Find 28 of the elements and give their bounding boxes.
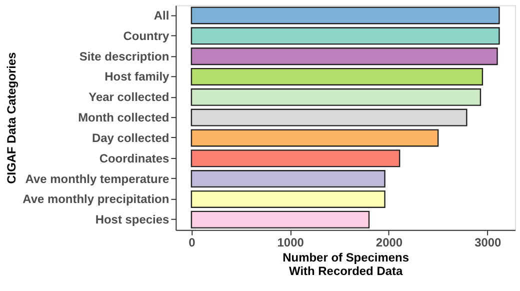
bar (190, 108, 468, 126)
x-axis-title: Number of Specimens With Recorded Data (282, 250, 410, 278)
y-tick-label: Country (123, 28, 170, 43)
bar (190, 129, 439, 147)
bar (190, 48, 498, 66)
bar (190, 150, 400, 168)
y-tick-label: Day collected (92, 130, 170, 145)
y-tick-label: Site description (79, 49, 170, 64)
y-tick-label: Month collected (78, 110, 170, 125)
y-tick-label: Host species (95, 212, 170, 227)
x-tick-label: 0 (188, 235, 196, 250)
y-tick-label: Year collected (88, 90, 170, 104)
x-tick-label: 3000 (474, 235, 502, 250)
bar (190, 170, 386, 188)
y-tick-label: Host family (104, 70, 170, 84)
y-tick-label: All (154, 8, 170, 22)
y-tick-label: Ave monthly temperature (25, 172, 170, 186)
y-tick-label: Ave monthly precipitation (22, 192, 170, 206)
y-tick-label: Coordinates (99, 151, 170, 166)
bar (190, 6, 500, 24)
bar (190, 210, 370, 228)
y-axis-title: CIGAF Data Categories (4, 52, 19, 184)
x-tick-label: 2000 (376, 235, 403, 250)
bar (190, 68, 484, 86)
bar (190, 27, 500, 45)
bar (190, 88, 482, 106)
bar (190, 190, 386, 208)
x-tick-label: 1000 (277, 235, 304, 250)
